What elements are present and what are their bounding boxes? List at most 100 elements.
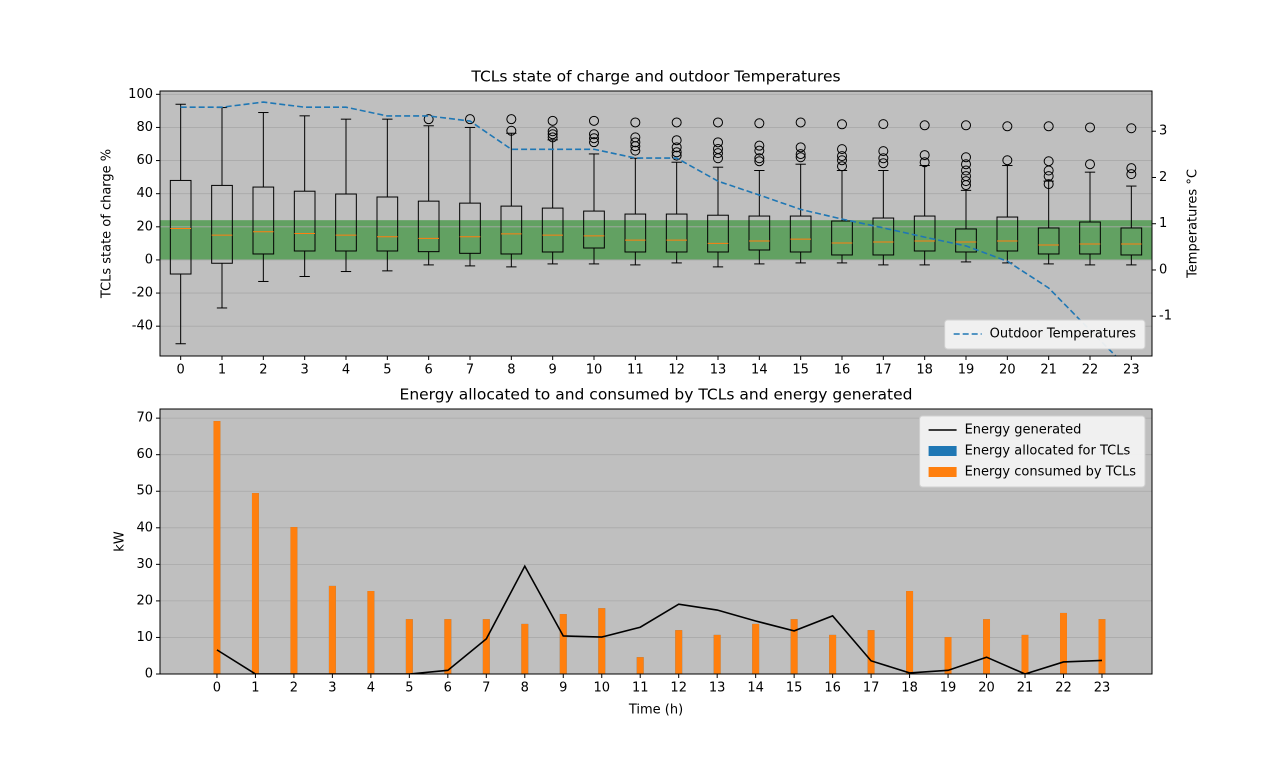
box bbox=[624, 213, 647, 253]
outlier bbox=[630, 145, 641, 156]
bar bbox=[482, 619, 490, 674]
bar bbox=[405, 619, 413, 674]
outlier bbox=[671, 135, 682, 146]
y-tick-label: 50 bbox=[136, 484, 153, 499]
box bbox=[169, 179, 192, 275]
bar bbox=[675, 630, 683, 674]
x-tick-label: 20 bbox=[999, 363, 1016, 378]
legend-swatch bbox=[928, 467, 957, 477]
box bbox=[996, 216, 1019, 252]
bar bbox=[559, 614, 567, 674]
bar bbox=[290, 527, 298, 674]
x-tick-label: 2 bbox=[259, 363, 267, 378]
y-tick-label: 60 bbox=[136, 153, 153, 168]
box-group bbox=[955, 120, 977, 263]
outlier bbox=[961, 159, 971, 170]
outlier bbox=[754, 156, 765, 167]
outlier bbox=[713, 117, 723, 128]
box-group bbox=[748, 118, 771, 265]
x-tick-label: 11 bbox=[627, 363, 644, 378]
x-tick-label: 19 bbox=[958, 363, 975, 378]
x-tick-label: 1 bbox=[251, 681, 259, 696]
legend-box bbox=[944, 319, 1146, 350]
bar bbox=[829, 634, 837, 674]
box bbox=[872, 217, 895, 256]
outlier bbox=[1126, 163, 1137, 174]
bar bbox=[752, 623, 760, 674]
outlier bbox=[961, 120, 971, 131]
y-tick-label: 60 bbox=[136, 447, 153, 462]
outlier bbox=[671, 150, 682, 161]
box-group bbox=[789, 117, 812, 264]
outlier bbox=[1043, 171, 1054, 182]
outlier bbox=[837, 119, 847, 130]
y-axis-label: TCLs state of charge % bbox=[100, 149, 115, 299]
outlier bbox=[1126, 169, 1137, 180]
bar bbox=[1098, 619, 1106, 674]
box-group bbox=[1037, 121, 1060, 265]
bar bbox=[521, 623, 529, 674]
legend: Energy generated Energy allocated for TCL… bbox=[919, 415, 1146, 488]
outlier bbox=[506, 125, 517, 136]
bar bbox=[1060, 612, 1067, 674]
box-group bbox=[1120, 123, 1143, 266]
bar bbox=[713, 634, 721, 674]
outlier bbox=[506, 114, 517, 125]
x-tick-label: 6 bbox=[444, 681, 452, 696]
y-tick-label: 40 bbox=[136, 520, 153, 535]
x-tick-label: 7 bbox=[466, 363, 474, 378]
y-tick-label: 80 bbox=[136, 120, 153, 135]
x-tick-label: 22 bbox=[1055, 681, 1072, 696]
outlier bbox=[1002, 155, 1013, 166]
box bbox=[1120, 227, 1143, 256]
outlier bbox=[1126, 123, 1137, 134]
outlier bbox=[754, 145, 765, 156]
plot-area bbox=[213, 421, 1106, 674]
y-tick-label: 0 bbox=[145, 252, 153, 267]
box-group bbox=[500, 114, 523, 268]
x-tick-label: 21 bbox=[1040, 363, 1057, 378]
outlier bbox=[423, 114, 434, 125]
x-tick-label: 12 bbox=[668, 363, 685, 378]
box bbox=[335, 193, 357, 252]
outlier bbox=[630, 137, 641, 148]
band bbox=[160, 220, 1152, 260]
box bbox=[583, 210, 605, 249]
y2-tick-label: -1 bbox=[1159, 309, 1172, 324]
outlier bbox=[878, 153, 889, 164]
bar bbox=[790, 619, 798, 674]
outlier bbox=[961, 165, 971, 176]
x-tick-label: 20 bbox=[978, 681, 995, 696]
box bbox=[1079, 221, 1101, 255]
outlier bbox=[547, 129, 558, 140]
bar bbox=[213, 421, 221, 674]
box-group bbox=[169, 103, 192, 345]
x-tick-label: 8 bbox=[521, 681, 529, 696]
box-group bbox=[252, 112, 275, 282]
x-tick-label: 15 bbox=[786, 681, 803, 696]
bar bbox=[944, 637, 952, 674]
box-group bbox=[831, 119, 853, 264]
outlier bbox=[754, 153, 765, 164]
outlier bbox=[961, 176, 971, 187]
x-tick-label: 3 bbox=[301, 363, 309, 378]
x-tick-label: 23 bbox=[1123, 363, 1140, 378]
x-tick-label: 13 bbox=[709, 681, 726, 696]
chart-title: TCLs state of charge and outdoor Tempera… bbox=[470, 68, 840, 86]
box bbox=[541, 207, 564, 253]
bar bbox=[636, 657, 644, 674]
x-tick-label: 1 bbox=[218, 363, 226, 378]
outlier bbox=[1002, 121, 1013, 132]
y-tick-label: -40 bbox=[132, 319, 153, 334]
box bbox=[500, 205, 523, 255]
box bbox=[707, 214, 729, 253]
x-tick-label: 10 bbox=[586, 363, 603, 378]
box-group bbox=[211, 107, 233, 309]
x-axis-label: Time (h) bbox=[628, 703, 683, 718]
box bbox=[211, 184, 233, 264]
x-tick-label: 6 bbox=[425, 363, 433, 378]
outlier bbox=[671, 117, 682, 128]
box bbox=[913, 215, 936, 252]
outlier bbox=[465, 114, 475, 125]
outlier bbox=[795, 152, 806, 163]
